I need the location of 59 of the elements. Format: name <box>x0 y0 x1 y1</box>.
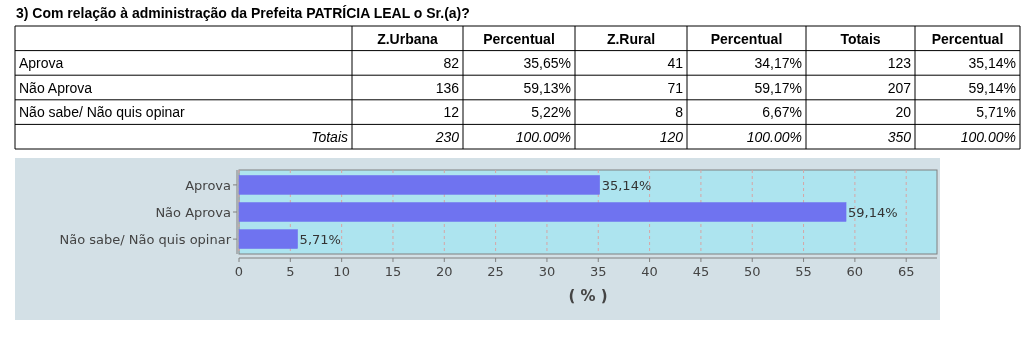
data-label: 207 <box>887 79 912 96</box>
x-tick-label: 65 <box>897 264 915 279</box>
data-label: 120 <box>659 129 684 145</box>
data-label: 35,14% <box>601 177 652 193</box>
data-label: 20 <box>895 104 912 121</box>
data-label: 100.00% <box>746 129 802 145</box>
y-tick-label: Não Aprova <box>155 205 231 220</box>
data-label: 59,13% <box>523 79 571 96</box>
data-label: 35,65% <box>523 55 571 72</box>
text: Percentual <box>931 30 1004 47</box>
category-label: Não sabe/ Não quis opinar <box>19 104 186 121</box>
x-tick-label: 35 <box>589 264 607 279</box>
text: Z.Urbana <box>377 30 439 47</box>
x-tick-label: 0 <box>234 264 244 279</box>
data-label: 136 <box>435 79 460 96</box>
x-axis-title: ( % ) <box>568 287 608 305</box>
bar <box>238 202 847 222</box>
data-label: 59,14% <box>968 79 1016 96</box>
data-label: 34,17% <box>754 55 802 72</box>
category-label: Não Aprova <box>19 79 93 96</box>
data-label: 59,17% <box>754 79 802 96</box>
data-label: 100.00% <box>515 129 571 145</box>
x-tick-label: 40 <box>641 264 658 279</box>
data-label: 5,71% <box>299 232 341 248</box>
category-label: Aprova <box>19 55 64 72</box>
x-tick-label: 25 <box>487 264 504 279</box>
y-tick-label: Aprova <box>185 177 231 193</box>
x-tick-label: 50 <box>743 264 761 279</box>
bar <box>238 229 298 249</box>
x-tick-label: 10 <box>333 264 350 279</box>
text: Percentual <box>710 30 783 47</box>
x-tick-label: 5 <box>286 264 295 279</box>
x-tick-label: 20 <box>436 264 453 279</box>
category-label: Totais <box>311 129 348 145</box>
data-label: 59,14% <box>848 205 898 220</box>
data-label: 35,14% <box>968 55 1016 72</box>
text: Z.Rural <box>606 30 656 47</box>
data-label: 82 <box>443 55 460 72</box>
data-label: 123 <box>887 55 912 72</box>
text: Percentual <box>483 30 555 47</box>
data-label: 100.00% <box>960 129 1016 145</box>
bar <box>238 175 600 195</box>
x-tick-label: 60 <box>846 264 864 279</box>
data-label: 350 <box>887 129 912 145</box>
text: Totais <box>840 30 881 47</box>
x-tick-label: 30 <box>538 264 556 279</box>
x-tick-label: 15 <box>384 264 402 279</box>
text: 3) Com relação à administração da Prefeita PATRÍCIA LEAL o Sr.(a)? <box>16 5 470 21</box>
x-tick-label: 55 <box>795 264 812 279</box>
data-label: 5,22% <box>531 104 571 121</box>
data-label: 6,67% <box>762 104 802 121</box>
x-tick-label: 45 <box>692 264 710 279</box>
data-label: 71 <box>667 79 684 96</box>
data-label: 5,71% <box>976 104 1016 121</box>
data-label: 8 <box>675 104 684 121</box>
y-tick-label: Não sabe/ Não quis opinar <box>59 232 232 248</box>
data-label: 230 <box>434 129 460 145</box>
data-label: 41 <box>667 55 684 72</box>
data-label: 12 <box>443 104 460 121</box>
